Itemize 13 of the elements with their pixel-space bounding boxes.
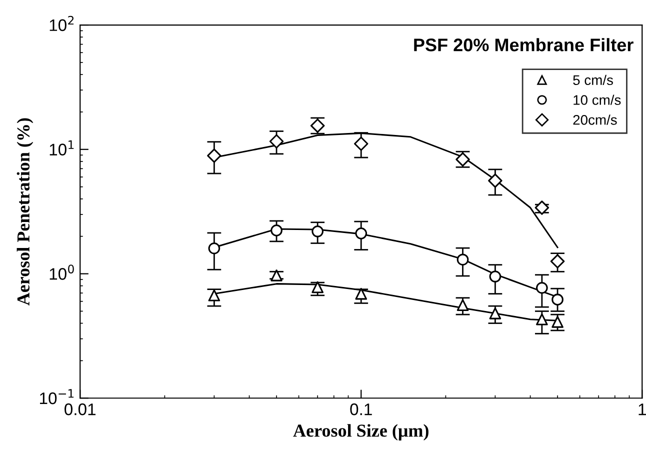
y-tick-label: 10$^{−1}$ bbox=[40, 389, 74, 404]
y-tick-label: 10$^{0}$ bbox=[50, 264, 74, 280]
x-tick-label: 0.1 bbox=[350, 403, 372, 416]
y-tick-label: 10$^{1}$ bbox=[50, 140, 74, 156]
x-tick-label: 1 bbox=[638, 404, 646, 416]
y-tick-label: 10$^{2}$ bbox=[50, 16, 74, 32]
x-axis-title: Aerosol Size (μm) bbox=[293, 424, 428, 440]
legend-label: 5 cm/s bbox=[573, 74, 613, 86]
legend-label: 20cm/s bbox=[573, 114, 617, 125]
y-axis-title: Aerosol Penetration (%) bbox=[16, 118, 34, 306]
x-tick-label: 0.01 bbox=[64, 403, 96, 416]
legend-label: 10 cm/s bbox=[574, 94, 621, 105]
text: PSF 20% Membrane Filter bbox=[414, 38, 634, 52]
